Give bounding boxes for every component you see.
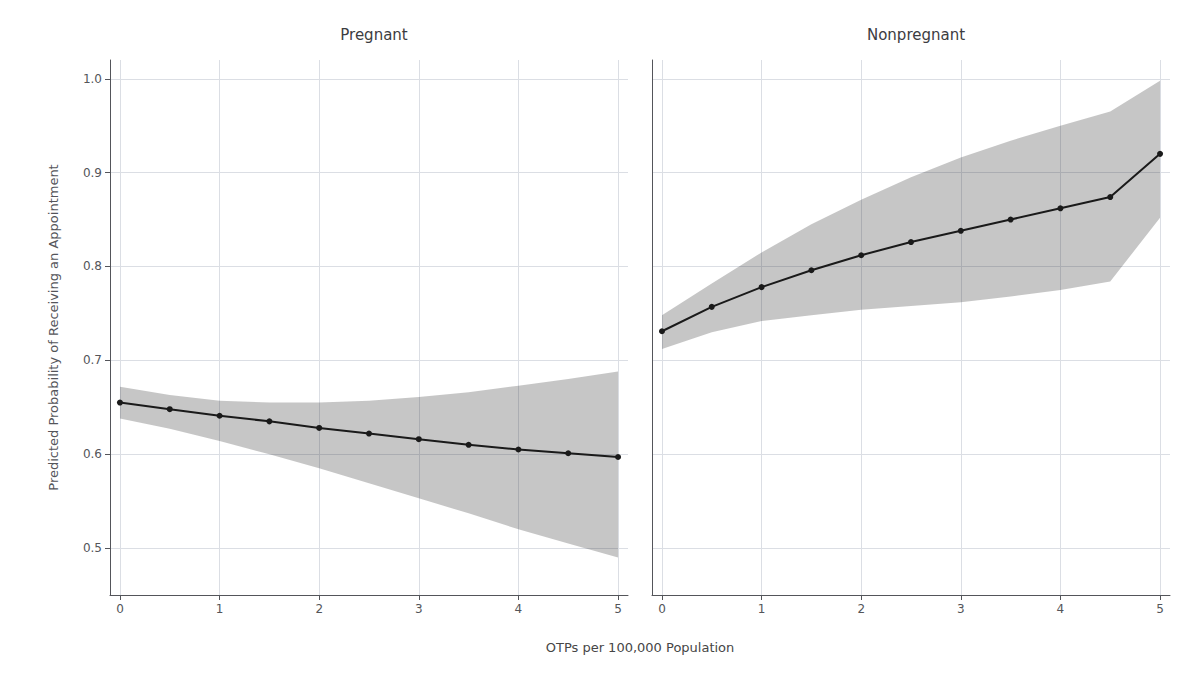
svg-text:3: 3: [415, 602, 423, 616]
svg-text:Predicted Probability of Recei: Predicted Probability of Receiving an Ap…: [46, 164, 61, 490]
svg-text:1: 1: [758, 602, 766, 616]
svg-text:0.5: 0.5: [83, 541, 102, 555]
svg-text:0.7: 0.7: [83, 353, 102, 367]
svg-text:4: 4: [515, 602, 523, 616]
svg-text:2: 2: [857, 602, 865, 616]
svg-text:1: 1: [216, 602, 224, 616]
svg-text:1.0: 1.0: [83, 72, 102, 86]
svg-text:0: 0: [658, 602, 666, 616]
svg-text:0.6: 0.6: [83, 447, 102, 461]
svg-text:Nonpregnant: Nonpregnant: [867, 26, 965, 44]
svg-text:5: 5: [614, 602, 622, 616]
svg-text:2: 2: [315, 602, 323, 616]
svg-text:0: 0: [116, 602, 124, 616]
svg-text:3: 3: [957, 602, 965, 616]
svg-text:4: 4: [1057, 602, 1065, 616]
svg-text:0.8: 0.8: [83, 259, 102, 273]
svg-text:5: 5: [1156, 602, 1164, 616]
svg-text:Pregnant: Pregnant: [340, 26, 408, 44]
svg-text:OTPs per 100,000 Population: OTPs per 100,000 Population: [546, 640, 735, 655]
svg-text:0.9: 0.9: [83, 166, 102, 180]
